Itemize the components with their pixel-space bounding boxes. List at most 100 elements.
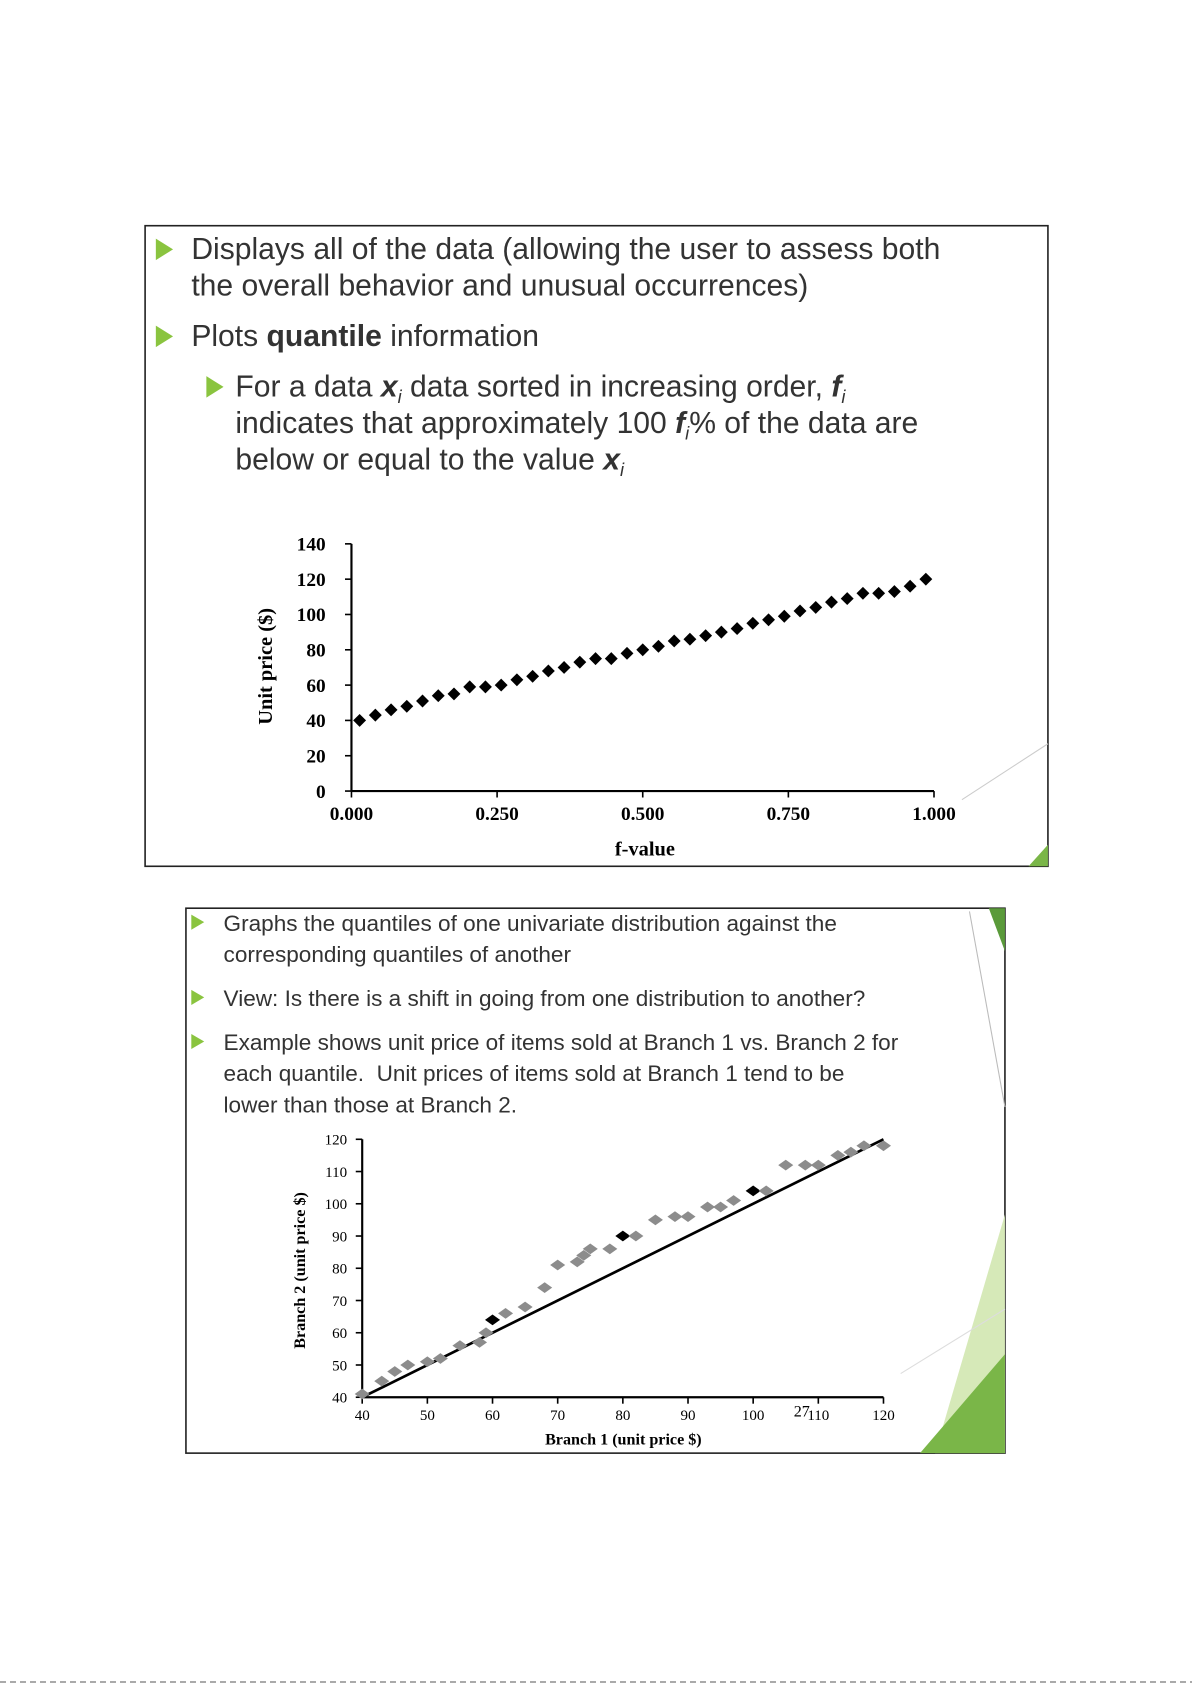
data-point	[699, 629, 713, 643]
bullet-text: Displays all of the data (allowing the u…	[191, 233, 940, 266]
y-tick-label: 80	[332, 1262, 347, 1278]
bullet-text: corresponding quantiles of another	[224, 942, 572, 967]
decoration	[900, 1308, 1006, 1375]
data-point	[797, 1159, 813, 1171]
data-point	[576, 1249, 592, 1261]
bullet-text: Graphs the quantiles of one univariate d…	[224, 911, 837, 936]
x-axis-title: Branch 1 (unit price $)	[545, 1432, 702, 1449]
text-run: data sorted in increasing order,	[402, 371, 832, 404]
y-tick-label: 140	[297, 535, 326, 556]
data-point	[667, 1211, 683, 1223]
y-tick-label: 70	[332, 1294, 347, 1310]
bullet-text: indicates that approximately 100 fi% of …	[235, 407, 918, 443]
page-number: 27	[794, 1404, 810, 1421]
y-tick-label: 110	[325, 1165, 347, 1181]
decoration	[920, 1354, 1005, 1454]
data-point	[856, 1140, 872, 1152]
y-tick-label: 90	[332, 1229, 347, 1245]
data-point	[353, 713, 367, 727]
data-point	[400, 1359, 416, 1371]
bullet-text: For a data xi data sorted in increasing …	[235, 371, 846, 407]
data-point	[478, 680, 492, 694]
text-run: % of the data are	[689, 407, 918, 440]
bullet-icon	[155, 325, 174, 348]
x-tick-label: 70	[550, 1408, 565, 1424]
data-point	[419, 1356, 435, 1368]
text-run: below or equal to the value	[235, 444, 603, 477]
data-point	[700, 1201, 716, 1213]
data-point	[368, 708, 382, 722]
x-tick-label: 0.500	[621, 804, 665, 825]
x-tick-label: 50	[420, 1408, 435, 1424]
text-run: i	[398, 386, 403, 407]
bullet-text: each quantile. Unit prices of items sold…	[224, 1061, 845, 1086]
data-point	[730, 622, 744, 636]
data-point	[680, 1211, 696, 1223]
text-run: x	[379, 371, 399, 404]
data-point	[778, 1159, 794, 1171]
slide-frame	[144, 224, 1049, 868]
reference-line	[361, 1138, 885, 1399]
data-point	[485, 1314, 501, 1326]
bullet-text: Example shows unit price of items sold a…	[224, 1030, 899, 1055]
text-run: quantile	[267, 320, 382, 353]
bullet-icon	[191, 989, 205, 1005]
data-point	[478, 1327, 494, 1339]
x-tick-label: 0.750	[767, 804, 811, 825]
x-tick-label: 60	[485, 1408, 500, 1424]
x-tick-label: 90	[680, 1408, 695, 1424]
slide-frame	[185, 907, 1006, 1454]
text-run: i	[620, 459, 625, 480]
y-tick-label: 40	[306, 711, 325, 732]
data-point	[615, 1230, 631, 1242]
y-tick-label: 60	[332, 1326, 347, 1342]
data-point	[762, 613, 776, 627]
data-point	[636, 643, 650, 657]
data-point	[714, 625, 728, 639]
x-tick-label: 120	[872, 1408, 895, 1424]
y-tick-label: 40	[332, 1391, 347, 1407]
bullet-text: lower than those at Branch 2.	[224, 1092, 518, 1117]
y-tick-label: 20	[306, 747, 325, 768]
data-point	[713, 1201, 729, 1213]
data-point	[745, 1185, 761, 1197]
data-point	[810, 1159, 826, 1171]
text-run: Plots	[191, 320, 266, 353]
data-point	[919, 572, 933, 586]
y-axis-title: Unit price ($)	[255, 608, 277, 725]
data-point	[494, 678, 508, 692]
y-tick-label: 0	[316, 782, 326, 803]
data-point	[628, 1230, 644, 1242]
data-point	[432, 1353, 448, 1364]
bullet-text: View: Is there is a shift in going from …	[224, 986, 866, 1011]
y-tick-label: 100	[297, 605, 326, 626]
data-point	[541, 664, 555, 678]
y-tick-label: 120	[297, 570, 326, 591]
text-run: i	[685, 423, 690, 444]
x-tick-label: 1.000	[912, 804, 956, 825]
data-point	[620, 646, 634, 660]
x-tick-label: 0.250	[475, 804, 519, 825]
data-point	[887, 585, 901, 598]
data-point	[354, 1388, 370, 1400]
text-run: f	[831, 371, 844, 404]
data-point	[647, 1214, 663, 1226]
data-point	[569, 1256, 585, 1268]
x-tick-label: 100	[742, 1408, 765, 1424]
x-tick-label: 0.000	[330, 804, 374, 825]
bullet-icon	[191, 1033, 205, 1050]
y-tick-label: 60	[306, 676, 325, 697]
data-point	[416, 694, 429, 708]
bullet-text: below or equal to the value xi	[235, 444, 625, 480]
data-point	[843, 1146, 859, 1158]
text-run: indicates that approximately 100	[235, 407, 675, 440]
bullet-text: the overall behavior and unusual occurre…	[191, 270, 808, 303]
data-point	[452, 1340, 468, 1352]
bullet-icon	[191, 914, 205, 930]
bullet-text: Plots quantile information	[191, 320, 539, 353]
data-point	[604, 652, 618, 666]
data-point	[589, 652, 602, 666]
data-point	[374, 1375, 390, 1387]
text-run: f	[675, 407, 688, 440]
